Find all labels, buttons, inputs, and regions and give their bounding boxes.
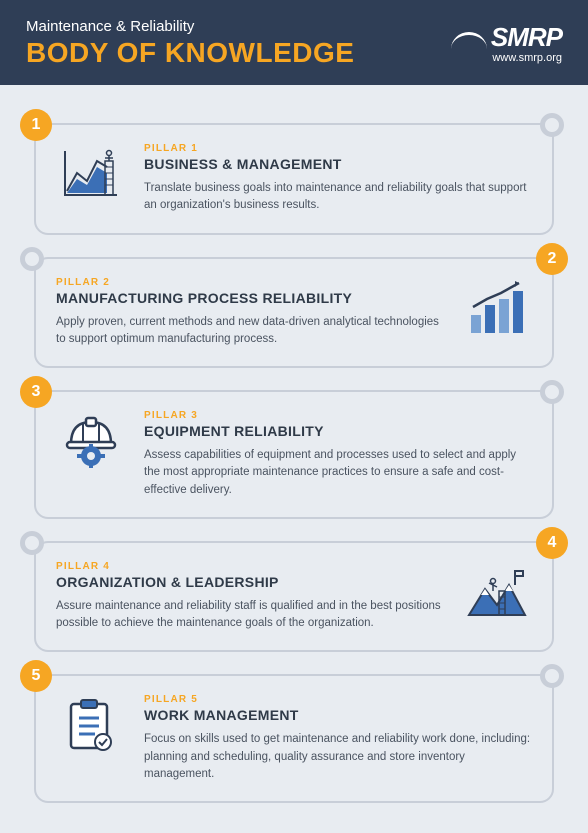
pillar-label: PILLAR 4 bbox=[56, 561, 444, 572]
connector-dot bbox=[20, 531, 44, 555]
clipboard-check-icon bbox=[56, 694, 126, 754]
header-pretitle: Maintenance & Reliability bbox=[26, 18, 491, 35]
header: Maintenance & Reliability BODY OF KNOWLE… bbox=[0, 0, 588, 85]
pillar-title: WORK MANAGEMENT bbox=[144, 707, 532, 723]
pillar-label: PILLAR 1 bbox=[144, 143, 532, 154]
pillar-title: MANUFACTURING PROCESS RELIABILITY bbox=[56, 290, 444, 306]
connector-dot bbox=[540, 380, 564, 404]
pillar-label: PILLAR 5 bbox=[144, 694, 532, 705]
bar-chart-icon bbox=[462, 277, 532, 337]
pillar-number-badge: 4 bbox=[536, 527, 568, 559]
pillar-title: EQUIPMENT RELIABILITY bbox=[144, 423, 532, 439]
pillar-title: BUSINESS & MANAGEMENT bbox=[144, 156, 532, 172]
pillar-number-badge: 1 bbox=[20, 109, 52, 141]
pillar-number-badge: 5 bbox=[20, 660, 52, 692]
pillar-desc: Focus on skills used to get maintenance … bbox=[144, 731, 532, 783]
hardhat-gear-icon bbox=[56, 410, 126, 470]
pillar-desc: Assess capabilities of equipment and pro… bbox=[144, 447, 532, 499]
pillar-2: 2 PILLAR 2 MANUFACTURING PROCESS RELIABI… bbox=[34, 257, 554, 369]
pillar-5: 5 PILLAR 5 WORK MANAGEMENT Focus on skil… bbox=[34, 674, 554, 803]
pillar-4: 4 PILLAR 4 ORGANIZATION & LEADERSHIP Ass… bbox=[34, 541, 554, 653]
connector-dot bbox=[20, 247, 44, 271]
pillar-3: 3 PILLAR 3 EQUIPMENT RELIABILITY Assess … bbox=[34, 390, 554, 519]
header-text: Maintenance & Reliability BODY OF KNOWLE… bbox=[26, 18, 491, 69]
header-title: BODY OF KNOWLEDGE bbox=[26, 37, 491, 69]
header-brand: SMRP www.smrp.org bbox=[491, 24, 562, 64]
pillars-container: 1 PILLAR 1 BUSINESS & MANAGEMENT Transla… bbox=[0, 85, 588, 833]
logo-text: SMRP bbox=[491, 24, 562, 50]
pillar-number-badge: 2 bbox=[536, 243, 568, 275]
business-chart-icon bbox=[56, 143, 126, 203]
logo-url: www.smrp.org bbox=[491, 52, 562, 64]
pillar-label: PILLAR 3 bbox=[144, 410, 532, 421]
mountain-flag-icon bbox=[462, 561, 532, 621]
connector-dot bbox=[540, 664, 564, 688]
pillar-title: ORGANIZATION & LEADERSHIP bbox=[56, 574, 444, 590]
connector-dot bbox=[540, 113, 564, 137]
pillar-number-badge: 3 bbox=[20, 376, 52, 408]
pillar-desc: Assure maintenance and reliability staff… bbox=[56, 598, 444, 633]
pillar-label: PILLAR 2 bbox=[56, 277, 444, 288]
pillar-1: 1 PILLAR 1 BUSINESS & MANAGEMENT Transla… bbox=[34, 123, 554, 235]
pillar-desc: Translate business goals into maintenanc… bbox=[144, 180, 532, 215]
pillar-desc: Apply proven, current methods and new da… bbox=[56, 314, 444, 349]
